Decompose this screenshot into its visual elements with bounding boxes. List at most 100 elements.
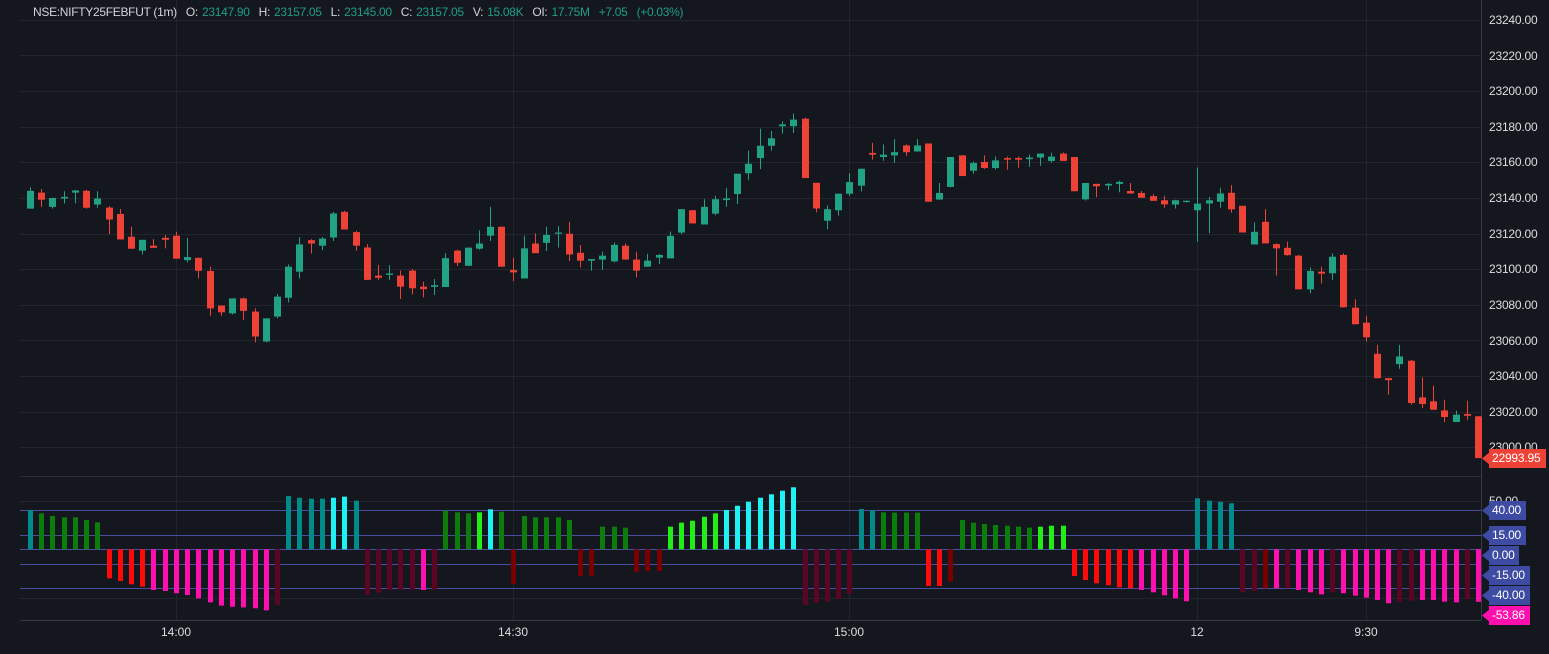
candle-body [903, 145, 910, 153]
histogram-bar [769, 494, 774, 550]
candle-up [611, 242, 618, 263]
candle-up [476, 230, 483, 250]
histogram-bar [1061, 525, 1066, 550]
candle-body [1138, 192, 1145, 198]
candle-up [723, 188, 730, 207]
histogram-bar [376, 549, 381, 593]
candle-body [1396, 356, 1403, 365]
level-tag-minus-40: -40.00 [1482, 586, 1530, 605]
candle-down [566, 221, 573, 262]
price-axis-label: 23220.00 [1489, 48, 1538, 63]
candle-body [1105, 183, 1112, 186]
histogram-bar [1375, 549, 1380, 600]
candle-body [1183, 200, 1190, 203]
histogram-bar [982, 524, 987, 550]
candle-body [252, 311, 259, 337]
histogram-bar [1465, 549, 1470, 600]
histogram-bar [971, 522, 976, 550]
candle-down [1441, 399, 1448, 423]
candle-down [959, 155, 966, 177]
candle-body [61, 196, 68, 199]
histogram-bar [129, 549, 134, 585]
candle-body [555, 232, 562, 234]
histogram-bar [1207, 500, 1212, 550]
candle-down [1430, 385, 1437, 410]
histogram-bar [589, 549, 594, 576]
candle-body [162, 237, 169, 240]
histogram-bar [499, 511, 504, 550]
candle-body [1430, 401, 1437, 410]
histogram-bar [477, 512, 482, 550]
candle-body [577, 252, 584, 261]
histogram-bar [735, 505, 740, 550]
time-axis[interactable] [20, 621, 1481, 654]
candle-body [1307, 270, 1314, 290]
price-axis-label: 23200.00 [1489, 84, 1538, 98]
histogram-bar [892, 512, 897, 550]
candle-down [341, 210, 348, 230]
histogram-bar [421, 549, 426, 590]
candle-body [644, 260, 651, 267]
candle-up [1172, 199, 1179, 209]
candle-body [195, 257, 202, 271]
histogram-bar [84, 519, 89, 550]
candle-down [375, 265, 382, 280]
candle-body [1217, 193, 1224, 202]
candle-body [936, 192, 943, 200]
histogram-bar [1442, 549, 1447, 602]
candle-down [1262, 209, 1269, 244]
high-value: 23157.05 [274, 5, 322, 19]
histogram-bar [320, 498, 325, 550]
histogram-bar [309, 498, 314, 550]
candle-up [274, 293, 281, 319]
symbol-title[interactable]: NSE:NIFTY25FEBFUT (1m) [33, 5, 177, 19]
candle-down [1284, 241, 1291, 256]
candle-body [835, 193, 842, 211]
candle-body [757, 145, 764, 159]
candle-down [622, 243, 629, 260]
histogram-bar [904, 512, 909, 550]
histogram-bar [915, 512, 920, 550]
candle-body [869, 152, 876, 155]
histogram-bar [1072, 549, 1077, 577]
histogram-bar [1308, 549, 1313, 593]
candle-up [992, 156, 999, 170]
close-value: 23157.05 [416, 5, 464, 19]
histogram-bar [1353, 549, 1358, 596]
histogram-bar [241, 549, 246, 608]
candle-up [712, 195, 719, 216]
histogram-bar [230, 549, 235, 607]
histogram-bar [1274, 549, 1279, 589]
candle-down [532, 233, 539, 254]
candle-down [1239, 205, 1246, 233]
histogram-bar [398, 549, 403, 590]
level-tag-15: 15.00 [1482, 526, 1526, 545]
candle-body [263, 318, 270, 342]
change-percent: (+0.03%) [636, 5, 684, 19]
candle-up [835, 193, 842, 216]
candle-body [184, 257, 191, 261]
candle-up [599, 251, 606, 270]
candle-body [981, 161, 988, 169]
candle-body [1194, 203, 1201, 211]
candle-up [1183, 200, 1190, 203]
time-axis-label: 9:30 [1354, 625, 1378, 639]
candle-body [701, 206, 708, 225]
histogram-bar [1240, 549, 1245, 593]
candle-up [667, 231, 674, 259]
histogram-bar [600, 526, 605, 550]
candle-body [1026, 157, 1033, 160]
histogram-bar [50, 515, 55, 550]
candle-body [813, 182, 820, 209]
candle-down [117, 209, 124, 240]
level-tag-40: 40.00 [1482, 501, 1526, 520]
candle-body [442, 258, 449, 288]
candle-up [487, 206, 494, 242]
price-axis-label: 23060.00 [1489, 333, 1538, 348]
candle-down [1273, 243, 1280, 276]
candle-body [566, 233, 573, 255]
histogram-bar [960, 519, 965, 550]
histogram-bar [264, 549, 269, 611]
histogram-bar [567, 519, 572, 550]
